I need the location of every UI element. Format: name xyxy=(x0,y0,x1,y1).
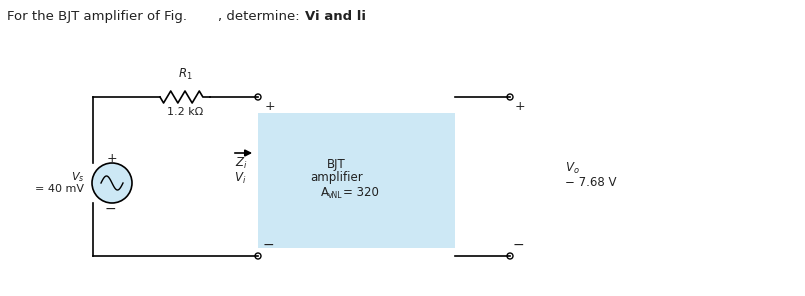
Text: +: + xyxy=(265,100,275,113)
Text: , determine:: , determine: xyxy=(218,10,299,23)
Text: +: + xyxy=(107,152,118,165)
Text: = 320: = 320 xyxy=(342,186,378,199)
Text: +: + xyxy=(515,100,526,113)
Text: vNL: vNL xyxy=(328,191,342,200)
Text: A: A xyxy=(320,186,328,199)
Text: 1.2 kΩ: 1.2 kΩ xyxy=(167,107,203,117)
Text: $R_1$: $R_1$ xyxy=(178,67,192,82)
Text: Vi and li: Vi and li xyxy=(305,10,366,23)
Text: −: − xyxy=(104,202,116,216)
Text: amplifier: amplifier xyxy=(310,171,363,184)
Text: − 7.68 V: − 7.68 V xyxy=(565,176,617,189)
Circle shape xyxy=(92,163,132,203)
Text: −: − xyxy=(513,238,525,252)
Text: −: − xyxy=(263,238,275,252)
Text: For the BJT amplifier of Fig.: For the BJT amplifier of Fig. xyxy=(7,10,187,23)
Text: BJT: BJT xyxy=(327,158,346,171)
Text: $V_o$: $V_o$ xyxy=(565,161,580,176)
Text: $V_s$: $V_s$ xyxy=(71,170,84,184)
Text: $Z_i$: $Z_i$ xyxy=(235,156,248,171)
Text: = 40 mV: = 40 mV xyxy=(35,184,84,194)
Text: $V_i$: $V_i$ xyxy=(233,171,246,186)
FancyBboxPatch shape xyxy=(258,113,455,248)
